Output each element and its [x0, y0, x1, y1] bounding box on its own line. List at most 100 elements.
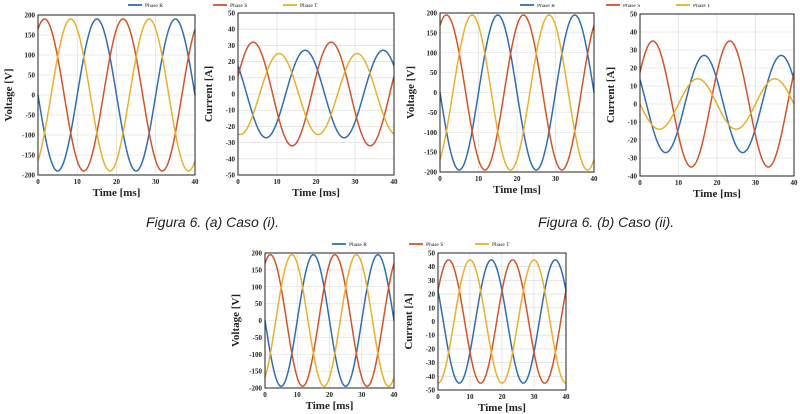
y-tick-label: 150 — [25, 32, 36, 40]
y-tick-label: -150 — [249, 368, 262, 376]
y-tick-label: 40 — [228, 26, 236, 34]
y-tick-label: 150 — [252, 266, 263, 274]
x-tick-label: 0 — [638, 179, 642, 187]
y-tick-label: -30 — [426, 359, 436, 367]
y-axis-title: Current [A] — [605, 67, 617, 123]
x-tick-label: 30 — [152, 178, 160, 186]
y-tick-label: 0 — [634, 101, 638, 109]
y-tick-label: -20 — [226, 123, 236, 131]
chart-case-i-current: 0 10 20 30 40 -50 -40 -30 -20 -10 0 10 20 30 40 50 Time … — [203, 10, 398, 200]
y-tick-label: 50 — [428, 250, 436, 258]
x-tick-label: 40 — [791, 179, 799, 187]
x-tick-label: 20 — [113, 178, 121, 186]
chart-case-ii-voltage: 0 10 20 30 40 -200 -150 -100 -50 0 50 100 150 200 Time… — [405, 10, 598, 197]
y-tick-label: -30 — [628, 155, 638, 163]
y-tick-label: 200 — [252, 250, 263, 258]
series-line-phase-t — [439, 14, 595, 171]
y-tick-label: -50 — [226, 172, 236, 180]
x-tick-label: 40 — [391, 391, 399, 399]
y-tick-label: 150 — [427, 29, 438, 37]
x-tick-label: 40 — [391, 178, 399, 186]
x-axis-title: Time [ms] — [493, 184, 541, 196]
y-tick-label: 100 — [427, 49, 438, 57]
y-tick-label: -150 — [424, 149, 437, 157]
x-tick-label: 20 — [313, 178, 321, 186]
legend-label: Phase R — [145, 3, 163, 9]
legend-label: Phase T — [693, 3, 711, 9]
caption-case-ii: Figura 6. (b) Caso (ii). — [538, 214, 675, 230]
y-tick-label: 20 — [228, 58, 236, 66]
y-tick-label: -40 — [226, 155, 236, 163]
y-tick-label: -10 — [628, 119, 638, 127]
axes-frame — [639, 13, 795, 177]
series-line-phase-s — [237, 41, 395, 147]
caption-case-i: Figura 6. (a) Caso (i). — [146, 214, 280, 230]
legend-label: Phase S — [230, 3, 247, 9]
y-tick-label: 50 — [630, 11, 638, 19]
x-tick-label: 10 — [274, 178, 282, 186]
y-tick-label: 10 — [630, 83, 638, 91]
x-axis-title: Time [ms] — [93, 187, 141, 199]
series-line-phase-t — [437, 259, 567, 384]
chart-case-ii-current: 0 10 20 30 40 -40 -30 -20 -10 0 10 20 30 40 50 Time [ms… — [605, 11, 798, 201]
y-tick-label: 20 — [428, 291, 436, 299]
y-tick-label: -10 — [226, 107, 236, 115]
y-tick-label: -40 — [628, 173, 638, 181]
x-tick-label: 0 — [36, 178, 40, 186]
x-tick-label: 40 — [563, 393, 571, 401]
y-axis-title: Voltage [V] — [3, 68, 15, 121]
legend-label: Phase S — [426, 242, 443, 248]
x-tick-label: 20 — [499, 393, 507, 401]
chart-case-i-voltage: 0 10 20 30 40 -200 -150 -100 -50 0 50 100 150 200 Time… — [3, 12, 199, 200]
x-axis-title: Time [ms] — [292, 187, 340, 199]
y-tick-label: 0 — [434, 89, 438, 97]
x-tick-label: 0 — [438, 175, 442, 183]
legend-label: Phase S — [623, 3, 640, 9]
y-axis-title: Voltage [V] — [230, 294, 242, 347]
series-line-phase-t — [237, 52, 395, 136]
x-tick-label: 20 — [326, 391, 334, 399]
axes-frame — [437, 252, 567, 391]
series-line-phase-s — [439, 14, 595, 171]
axes-frame — [237, 12, 395, 176]
y-tick-label: -50 — [26, 112, 36, 120]
y-tick-label: -100 — [249, 351, 262, 359]
y-tick-label: -50 — [428, 109, 438, 117]
x-tick-label: 30 — [552, 175, 560, 183]
y-axis-title: Current [A] — [403, 293, 415, 349]
x-tick-label: 10 — [467, 393, 475, 401]
legend: Phase R Phase S Phase T — [128, 3, 318, 9]
series-line-phase-t — [639, 78, 795, 130]
legend: Phase R Phase S Phase T — [516, 0, 716, 9]
series-line-phase-r — [264, 253, 395, 388]
series-line-phase-r — [237, 49, 395, 139]
y-tick-label: 40 — [630, 29, 638, 37]
y-axis-title: Current [A] — [203, 66, 215, 122]
series-line-phase-r — [639, 54, 795, 154]
legend-crop — [516, 0, 716, 4]
y-tick-label: 50 — [430, 69, 438, 77]
y-tick-label: -30 — [226, 139, 236, 147]
y-tick-label: -20 — [426, 345, 436, 353]
y-tick-label: 10 — [428, 304, 436, 312]
series-line-phase-t — [37, 18, 196, 172]
x-tick-label: 0 — [436, 393, 440, 401]
legend: Phase R Phase S Phase T — [332, 242, 510, 248]
x-tick-label: 40 — [591, 175, 599, 183]
y-tick-label: -50 — [426, 387, 436, 395]
y-tick-label: 0 — [432, 318, 436, 326]
x-axis-title: Time [ms] — [693, 188, 741, 200]
y-tick-label: 100 — [25, 52, 36, 60]
x-tick-label: 0 — [236, 178, 240, 186]
y-tick-label: 50 — [228, 10, 236, 18]
x-tick-label: 10 — [675, 179, 683, 187]
axes-frame — [439, 12, 595, 173]
legend-label: Phase T — [492, 242, 510, 248]
x-tick-label: 10 — [294, 391, 302, 399]
y-tick-label: -200 — [424, 169, 437, 177]
y-tick-label: -100 — [424, 129, 437, 137]
y-tick-label: 30 — [228, 42, 236, 50]
y-tick-label: -50 — [253, 334, 263, 342]
y-tick-label: 30 — [428, 277, 436, 285]
